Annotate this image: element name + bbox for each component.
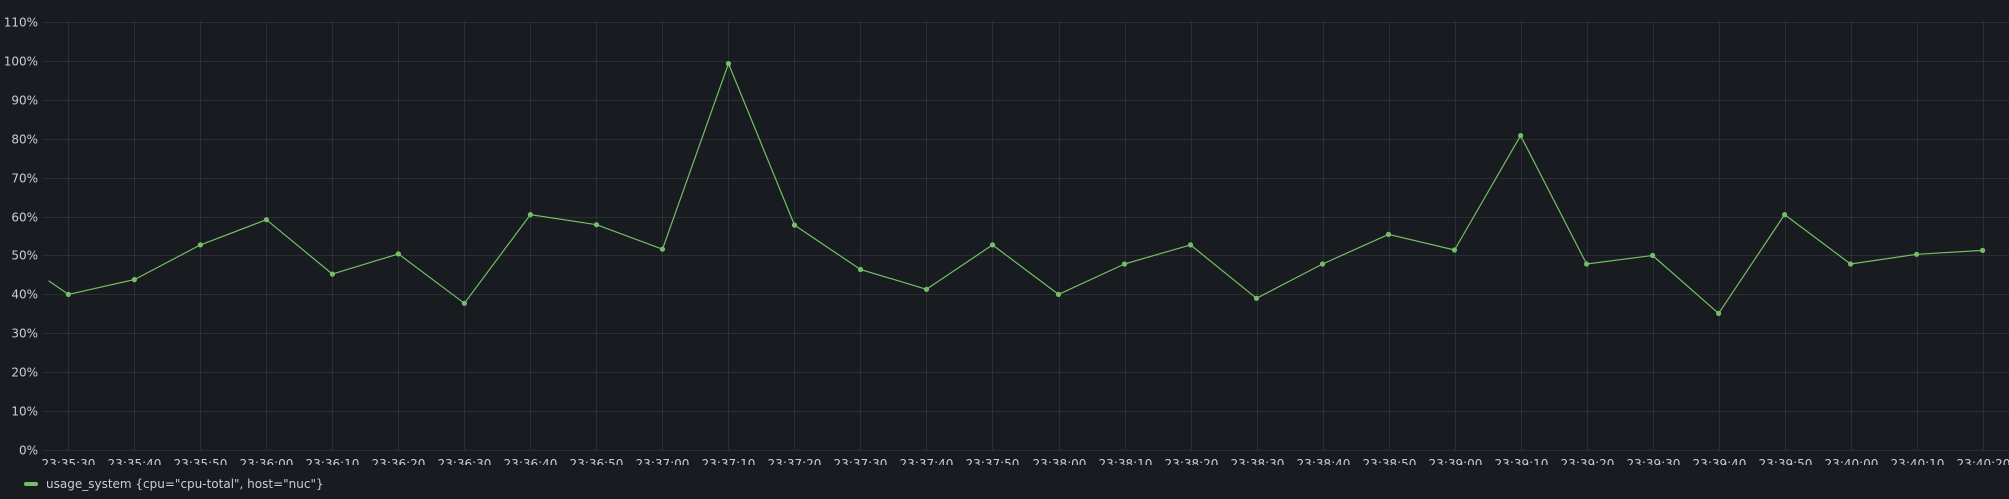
data-point xyxy=(659,246,666,252)
data-point xyxy=(1782,212,1788,218)
series-line xyxy=(48,63,1983,314)
x-tick-label: 23:38:50 xyxy=(1363,457,1417,465)
data-point xyxy=(1518,133,1524,139)
x-tick-label: 23:39:50 xyxy=(1759,457,1813,465)
data-point xyxy=(1914,251,1920,257)
data-point xyxy=(1980,247,1986,253)
x-tick-label: 23:36:40 xyxy=(504,457,558,465)
y-tick-label: 60% xyxy=(11,211,38,225)
y-tick-label: 0% xyxy=(19,444,38,458)
y-tick-label: 100% xyxy=(4,55,38,69)
data-point xyxy=(989,242,996,248)
data-point xyxy=(1121,261,1128,267)
data-point xyxy=(857,266,864,273)
x-tick-label: 23:37:40 xyxy=(900,457,954,465)
y-tick-label: 30% xyxy=(11,327,38,341)
data-point xyxy=(1650,252,1656,259)
y-tick-label: 80% xyxy=(11,133,38,147)
x-tick-label: 23:38:40 xyxy=(1297,457,1351,465)
data-point xyxy=(65,291,71,297)
data-point xyxy=(923,286,930,292)
x-tick-label: 23:37:10 xyxy=(702,457,756,465)
x-tick-label: 23:37:50 xyxy=(966,457,1020,465)
series-layer xyxy=(48,61,1986,316)
y-gridlines xyxy=(42,22,2009,451)
x-tick-label: 23:38:00 xyxy=(1033,457,1087,465)
line-chart[interactable]: 0% 10% 20% 30% 40% 50% 60% 70% 80% 90% 100% 110% 23… xyxy=(0,0,2009,465)
data-point xyxy=(131,277,137,283)
x-tick-label: 23:39:30 xyxy=(1627,457,1681,465)
data-point xyxy=(395,251,401,257)
y-tick-label: 110% xyxy=(4,16,38,30)
legend-swatch xyxy=(24,482,38,486)
x-tick-label: 23:39:00 xyxy=(1429,457,1483,465)
y-tick-label: 50% xyxy=(11,249,38,263)
data-point xyxy=(1385,231,1392,237)
x-gridlines xyxy=(68,22,1984,450)
legend-series-label[interactable]: usage_system {cpu="cpu-total", host="nuc… xyxy=(46,477,324,491)
x-tick-label: 23:40:00 xyxy=(1825,457,1879,465)
data-point xyxy=(1253,295,1260,301)
data-point xyxy=(461,300,467,306)
legend[interactable]: usage_system {cpu="cpu-total", host="nuc… xyxy=(24,475,324,493)
y-tick-label: 40% xyxy=(11,288,38,302)
y-tick-label: 20% xyxy=(11,366,38,380)
x-tick-label: 23:35:50 xyxy=(174,457,228,465)
x-tick-label: 23:37:20 xyxy=(768,457,822,465)
y-axis: 0% 10% 20% 30% 40% 50% 60% 70% 80% 90% 100% 110% xyxy=(4,16,38,458)
x-tick-label: 23:39:10 xyxy=(1495,457,1549,465)
data-point xyxy=(527,212,534,218)
data-point xyxy=(197,242,203,248)
data-point xyxy=(263,217,269,223)
x-tick-label: 23:36:30 xyxy=(438,457,492,465)
data-point xyxy=(1319,261,1326,267)
x-tick-label: 23:40:10 xyxy=(1891,457,1945,465)
data-point xyxy=(593,222,600,228)
data-point xyxy=(1055,291,1062,297)
x-tick-label: 23:36:00 xyxy=(240,457,294,465)
x-tick-label: 23:37:30 xyxy=(834,457,888,465)
x-tick-label: 23:35:30 xyxy=(42,457,96,465)
data-point xyxy=(1848,261,1854,267)
x-tick-label: 23:36:20 xyxy=(372,457,426,465)
y-tick-label: 90% xyxy=(11,94,38,108)
data-point xyxy=(1451,247,1458,253)
data-point xyxy=(725,61,732,67)
data-point xyxy=(1584,261,1590,267)
y-tick-label: 10% xyxy=(11,405,38,419)
x-tick-label: 23:38:10 xyxy=(1099,457,1153,465)
data-point xyxy=(791,222,798,228)
x-axis: 23:35:30 23:35:40 23:35:50 23:36:00 23:36:10… xyxy=(42,457,2009,465)
x-tick-label: 23:36:10 xyxy=(306,457,360,465)
x-tick-label: 23:36:50 xyxy=(570,457,624,465)
x-tick-label: 23:37:00 xyxy=(636,457,690,465)
x-tick-label: 23:38:20 xyxy=(1165,457,1219,465)
data-point xyxy=(329,271,335,277)
data-point xyxy=(1187,242,1194,248)
x-tick-label: 23:39:40 xyxy=(1693,457,1747,465)
data-point xyxy=(1716,310,1722,316)
x-tick-label: 23:40:20 xyxy=(1957,457,2009,465)
y-tick-label: 70% xyxy=(11,172,38,186)
x-tick-label: 23:38:30 xyxy=(1231,457,1285,465)
x-tick-label: 23:35:40 xyxy=(108,457,162,465)
x-tick-label: 23:39:20 xyxy=(1561,457,1615,465)
